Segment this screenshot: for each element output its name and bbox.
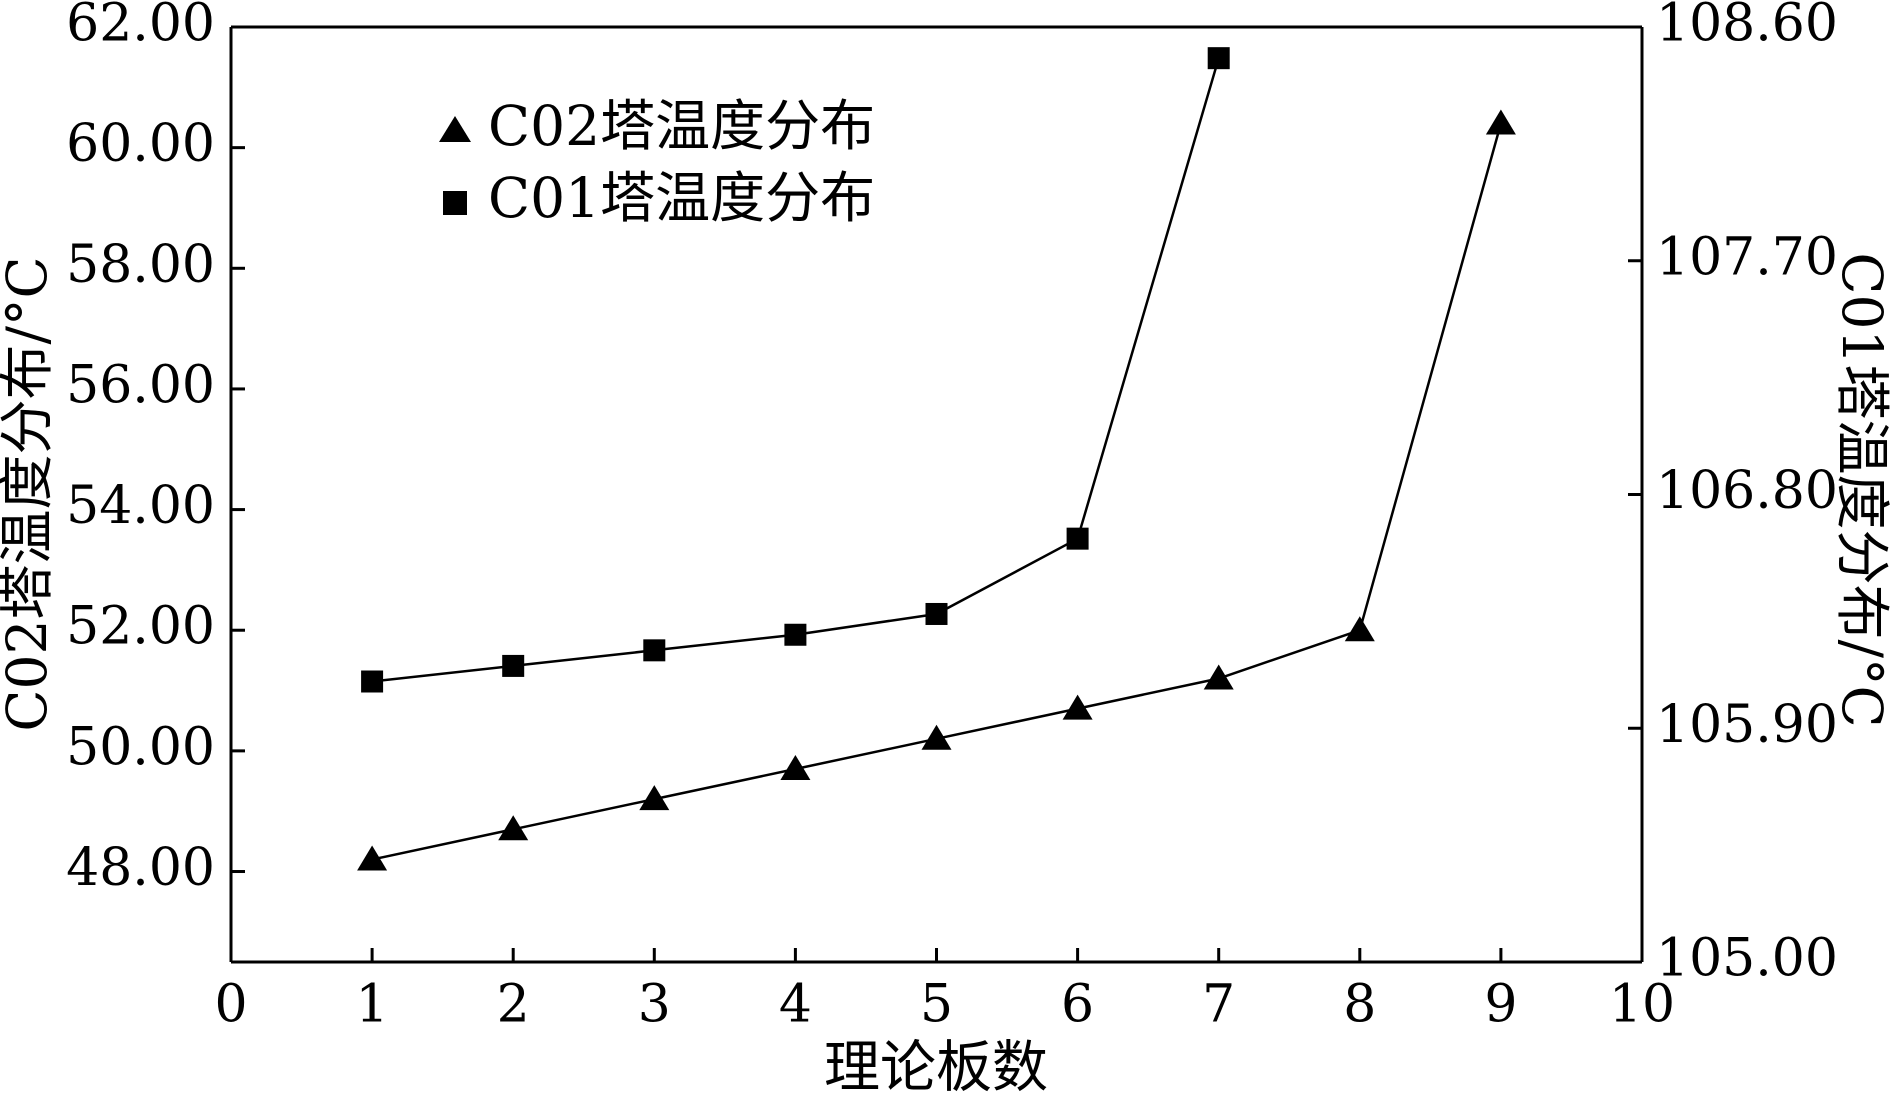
x-tick-label: 7 <box>1202 975 1235 1035</box>
data-point-square <box>643 639 666 662</box>
left-y-tick-label: 56.00 <box>66 355 215 415</box>
left-y-tick-label: 54.00 <box>66 476 215 536</box>
x-axis-label: 理论板数 <box>824 1036 1048 1101</box>
series-layer <box>357 47 1516 871</box>
left-y-tick-label: 50.00 <box>66 717 215 777</box>
legend-square-marker <box>443 191 467 215</box>
data-point-square <box>502 654 525 677</box>
right-y-axis-ticks: 105.00 105.90 106.80 107.70 108.60 <box>1628 0 1838 989</box>
x-tick-label: 5 <box>920 975 953 1035</box>
data-point-triangle <box>1485 109 1516 135</box>
right-y-tick-label: 107.70 <box>1656 227 1838 287</box>
left-y-axis-ticks: 48.00 50.00 52.00 54.00 56.00 58.00 60.00 62.00 <box>66 0 245 898</box>
x-tick-label: 8 <box>1343 975 1376 1035</box>
x-tick-label: 3 <box>638 975 671 1035</box>
legend-label-c02: C02塔温度分布 <box>488 94 875 158</box>
data-point-square <box>784 623 807 646</box>
right-y-tick-label: 106.80 <box>1656 461 1838 521</box>
data-point-triangle <box>780 754 811 780</box>
x-axis-ticks: 0 1 2 3 4 5 6 7 8 9 10 <box>214 948 1675 1035</box>
left-y-tick-label: 58.00 <box>66 235 215 295</box>
data-point-triangle <box>498 815 529 841</box>
data-point-triangle <box>1203 664 1234 690</box>
left-y-tick-label: 62.00 <box>66 0 215 54</box>
x-tick-label: 9 <box>1484 975 1517 1035</box>
data-point-triangle <box>1062 694 1093 720</box>
right-y-tick-label: 105.00 <box>1656 929 1838 989</box>
left-y-tick-label: 60.00 <box>66 114 215 174</box>
data-point-square <box>361 670 384 693</box>
data-point-triangle <box>921 724 952 750</box>
data-point-square <box>1207 47 1230 70</box>
x-tick-label: 1 <box>356 975 389 1035</box>
legend-triangle-marker <box>439 116 471 142</box>
legend: C02塔温度分布 C01塔温度分布 <box>439 94 875 230</box>
data-point-square <box>925 602 948 625</box>
left-y-axis-label: C02塔温度分布/°C <box>0 256 59 731</box>
right-y-axis-label: C01塔温度分布/°C <box>1830 252 1890 727</box>
plot-frame <box>229 25 1644 964</box>
x-tick-label: 6 <box>1061 975 1094 1035</box>
data-point-square <box>1066 527 1089 550</box>
data-point-triangle <box>1344 616 1375 642</box>
right-y-tick-label: 105.90 <box>1656 695 1838 755</box>
data-point-triangle <box>639 785 670 811</box>
data-point-triangle <box>357 845 388 871</box>
legend-label-c01: C01塔温度分布 <box>488 166 875 230</box>
left-y-tick-label: 52.00 <box>66 597 215 657</box>
x-tick-label: 2 <box>497 975 530 1035</box>
x-tick-label: 0 <box>214 975 247 1035</box>
right-y-tick-label: 108.60 <box>1656 0 1838 54</box>
x-tick-label: 4 <box>779 975 812 1035</box>
x-tick-label: 10 <box>1609 975 1675 1035</box>
left-y-tick-label: 48.00 <box>66 838 215 898</box>
